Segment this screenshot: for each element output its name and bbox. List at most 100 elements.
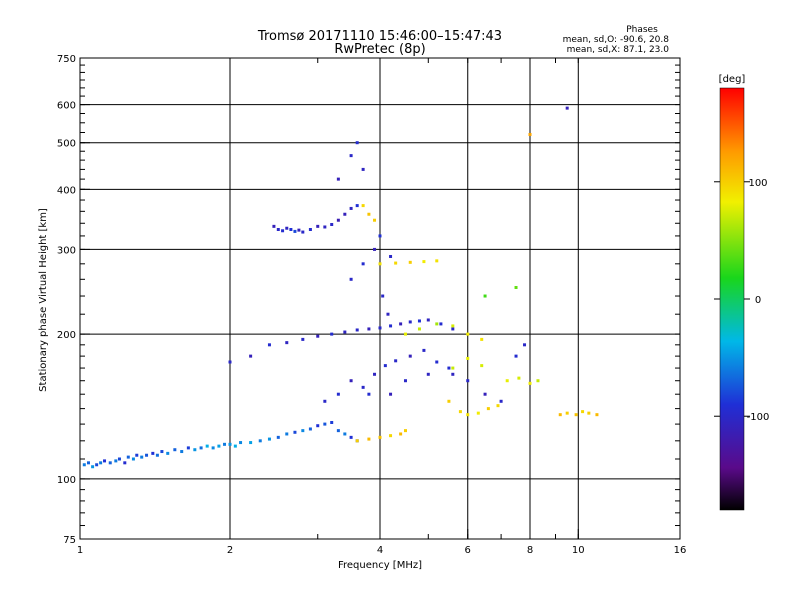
data-point [367,327,371,331]
colorbar-unit: [deg] [719,74,746,85]
data-point [367,212,371,216]
data-point [131,457,135,461]
data-point [272,224,276,228]
data-point [343,330,347,334]
data-point [408,320,412,324]
x-tick-label: 1 [77,545,83,556]
data-point [86,461,90,465]
data-point [389,254,393,258]
data-point [458,410,462,414]
data-point [373,372,377,376]
y-axis-title: Stationary phase Virtual Height [km] [38,208,49,392]
stats-title: Phases [626,25,658,35]
x-tick-label: 4 [377,545,383,556]
data-point [258,439,262,443]
data-point [301,429,305,433]
data-point [276,227,280,231]
data-point [308,427,312,431]
data-point [514,354,518,358]
data-point [394,261,398,265]
y-tick-label: 300 [57,245,76,256]
data-point [267,437,271,441]
y-tick-label: 75 [63,535,76,546]
x-tick-label: 16 [674,545,687,556]
data-point [91,465,95,469]
data-point [451,366,455,370]
data-point [476,411,480,415]
data-point [276,435,280,439]
data-point [285,341,289,345]
data-point [217,444,221,448]
data-point [426,318,430,322]
data-point [523,343,527,347]
data-point [117,457,121,461]
data-point [249,441,253,445]
grid-lines [80,58,680,539]
data-point [316,334,320,338]
y-tick-label: 750 [57,54,76,65]
data-point [417,327,421,331]
data-point [565,411,569,415]
data-point [355,204,359,208]
data-point [239,441,243,445]
data-point [528,381,532,385]
data-point [466,413,470,417]
data-point [403,332,407,336]
data-point [389,392,393,396]
x-tick-label: 6 [465,545,471,556]
data-point [447,366,451,370]
data-point [480,337,484,341]
data-point [451,324,455,328]
data-point [378,326,382,330]
data-point [316,424,320,428]
data-point [336,392,340,396]
data-point [316,224,320,228]
data-point [451,327,455,331]
data-point [343,432,347,436]
data-point [336,218,340,222]
colorbar-tick-label: 0 [755,295,761,306]
data-point [301,230,305,234]
data-point [249,354,253,358]
data-point [439,322,443,326]
colorbar-tick-label: -100 [747,412,770,423]
data-point [528,133,532,137]
data-point [399,322,403,326]
data-point [480,364,484,368]
data-point [451,372,455,376]
data-point [435,322,439,326]
data-point [155,453,159,457]
data-point [355,328,359,332]
data-point [293,229,297,233]
data-point [422,260,426,264]
data-point [435,360,439,364]
data-point [496,404,500,408]
data-point [267,343,271,347]
data-point [223,442,227,446]
data-point [399,432,403,436]
data-point [505,379,509,383]
data-point [330,420,334,424]
data-point [99,461,103,465]
data-point [95,463,99,467]
data-point [308,227,312,231]
data-point [336,177,340,181]
data-point [361,167,365,171]
data-point [323,399,327,403]
data-point [145,453,149,457]
data-point [349,435,353,439]
data-point [289,227,293,231]
data-point [435,259,439,263]
data-point [408,354,412,358]
stats-line-x: mean, sd,X: 87.1, 23.0 [567,45,670,55]
data-point [285,432,289,436]
data-point [386,312,390,316]
data-point [349,379,353,383]
data-point [228,442,232,446]
colorbar-tick-label: 100 [748,178,767,189]
y-tick-label: 600 [57,101,76,112]
data-point [422,348,426,352]
data-point [323,422,327,426]
x-tick-label: 10 [572,545,585,556]
